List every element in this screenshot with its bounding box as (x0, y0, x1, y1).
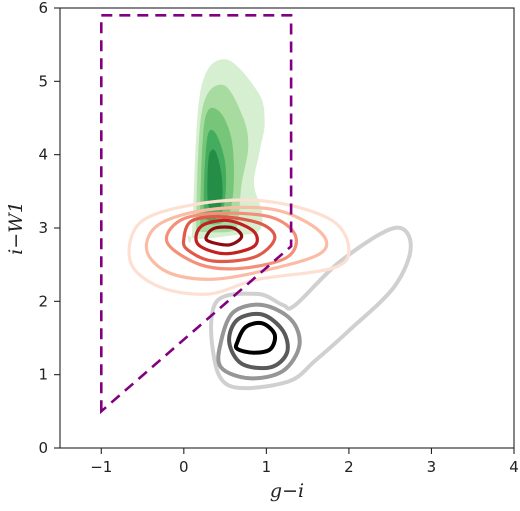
x-tick-label: 3 (427, 458, 437, 476)
reds-contour-level-5 (194, 218, 259, 256)
y-tick-label: 3 (38, 219, 48, 237)
y-tick-label: 5 (38, 72, 48, 90)
x-axis-label: g−i (270, 480, 304, 502)
y-tick-label: 4 (38, 146, 48, 164)
greys-contour-level-4 (233, 320, 278, 355)
x-tick-label: 4 (509, 458, 519, 476)
greys-contour-level-1 (209, 225, 413, 391)
x-tick-label: 1 (262, 458, 272, 476)
reds-contour-level-1 (127, 198, 351, 296)
y-axis-label: i−W1 (5, 201, 27, 255)
y-tick-label: 6 (38, 0, 48, 17)
y-tick-label: 2 (38, 292, 48, 310)
x-tick-label: −1 (90, 458, 112, 476)
greens-contour-level-5 (207, 149, 223, 211)
selection-region (100, 14, 293, 415)
greys-contour-level-3 (227, 311, 290, 371)
greys-contour-level-2 (216, 302, 302, 381)
y-tick-label: 0 (38, 439, 48, 457)
reds-contour-level-4 (181, 215, 277, 264)
y-tick-label: 1 (38, 366, 48, 384)
reds-contour-level-6 (204, 225, 244, 247)
x-tick-label: 2 (344, 458, 354, 476)
x-tick-label: 0 (179, 458, 189, 476)
axis-ticks: −1 0 1 2 3 4 0 1 2 3 4 5 6 (38, 0, 518, 476)
reds-contour-level-2 (144, 205, 329, 281)
reds-contour-level-3 (164, 211, 298, 271)
plot-content (100, 14, 413, 415)
